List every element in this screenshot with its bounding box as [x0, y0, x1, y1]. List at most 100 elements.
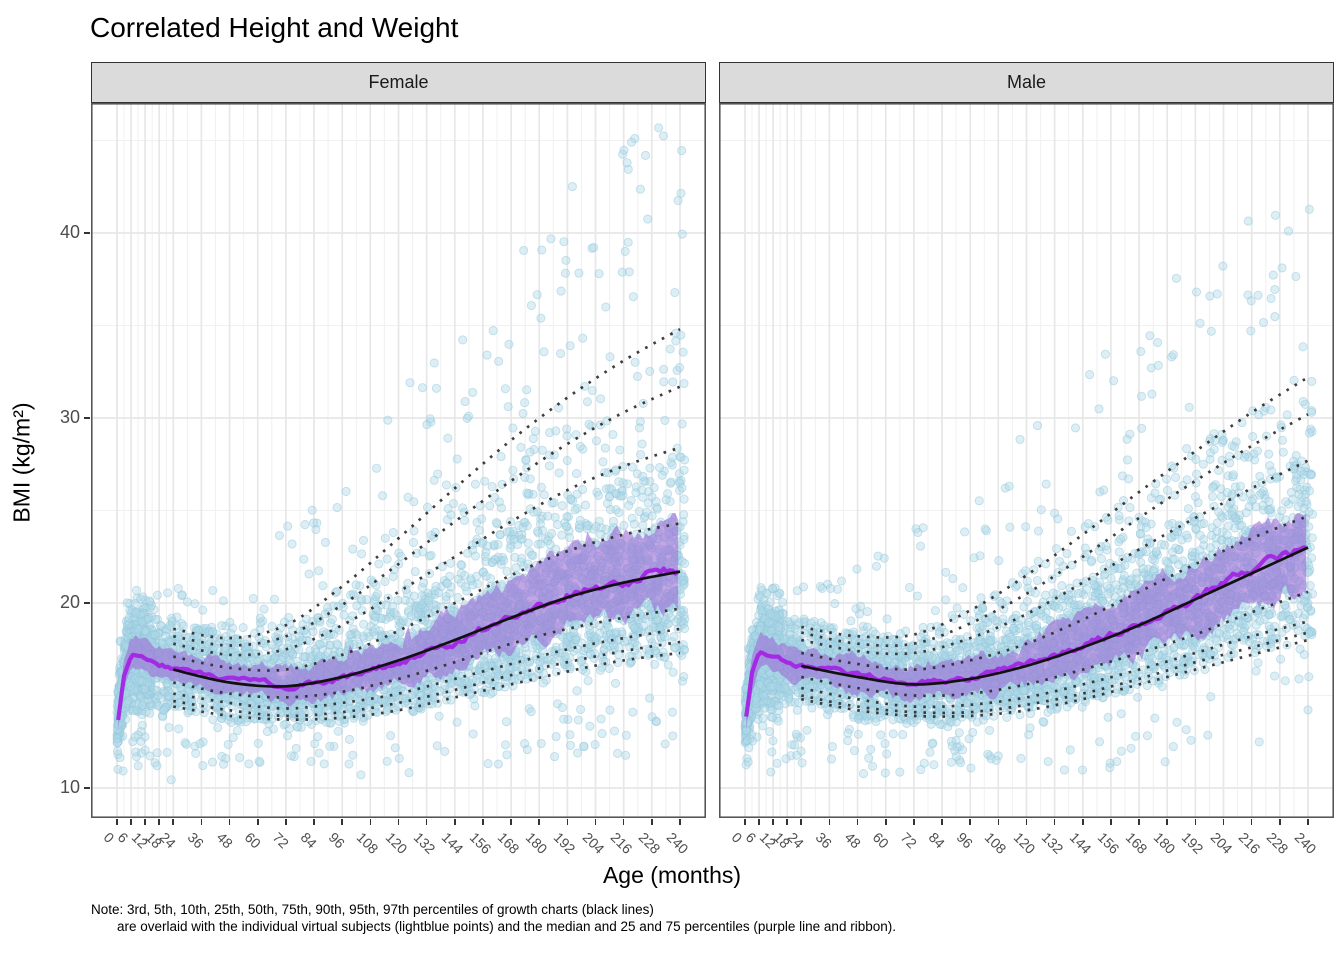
x-tick-mark: [1279, 818, 1281, 825]
x-tick-mark: [1025, 818, 1028, 825]
x-tick-label: 192: [551, 829, 579, 857]
x-tick-mark: [341, 818, 343, 825]
x-tick-label: 72: [897, 829, 920, 852]
x-tick-label: 216: [1235, 829, 1264, 857]
plot-area-male: [719, 103, 1334, 818]
x-tick-label: 24: [784, 829, 808, 852]
x-tick-label: 144: [1066, 829, 1095, 857]
x-tick-label: 156: [1094, 829, 1123, 857]
x-tick-label: 168: [1122, 829, 1151, 857]
x-tick-mark: [758, 818, 760, 825]
x-tick-label: 120: [1010, 829, 1039, 857]
x-tick-mark: [913, 818, 915, 825]
facet-strip-male-label: Male: [1006, 72, 1046, 92]
y-tick-label: 40: [59, 222, 80, 242]
y-tick-mark: [84, 602, 90, 604]
x-tick-label: 216: [607, 829, 636, 857]
x-tick-label: 72: [269, 829, 292, 852]
x-tick-label: 60: [869, 829, 892, 852]
y-tick-label: 30: [59, 407, 80, 427]
y-tick-label: 10: [59, 777, 80, 797]
caption-note: Note: 3rd, 5th, 10th, 25th, 50th, 75th, …: [91, 901, 896, 935]
x-tick-label: 36: [185, 829, 208, 852]
x-tick-mark: [453, 818, 456, 825]
x-tick-label: 204: [579, 829, 608, 857]
x-tick-label: 180: [522, 829, 551, 857]
facet-strip-female: Female: [91, 62, 706, 103]
x-tick-mark: [116, 818, 118, 825]
x-tick-label: 60: [241, 829, 264, 852]
x-tick-mark: [425, 818, 428, 825]
facet-strip-male: Male: [719, 62, 1334, 103]
caption-note-line1: Note: 3rd, 5th, 10th, 25th, 50th, 75th, …: [91, 902, 654, 917]
x-tick-mark: [1053, 818, 1056, 825]
x-tick-mark: [285, 818, 287, 825]
x-tick-mark: [538, 818, 541, 825]
x-tick-mark: [828, 818, 831, 825]
x-tick-mark: [172, 818, 175, 825]
plot-title: Correlated Height and Weight: [90, 12, 459, 43]
x-tick-label: 0: [728, 829, 746, 846]
x-tick-mark: [679, 818, 681, 825]
x-tick-mark: [800, 818, 803, 825]
x-tick-mark: [997, 818, 1000, 825]
x-tick-mark: [786, 818, 789, 825]
panel-male: [719, 103, 1334, 818]
x-tick-mark: [158, 818, 161, 825]
x-tick-label: 6: [114, 829, 132, 846]
x-tick-mark: [1166, 818, 1169, 825]
y-tick-mark: [84, 232, 90, 234]
x-tick-mark: [1081, 818, 1084, 825]
x-tick-label: 6: [742, 829, 760, 846]
x-tick-label: 36: [813, 829, 836, 852]
plot-area-female: [91, 103, 706, 818]
x-tick-label: 204: [1207, 829, 1236, 857]
x-tick-label: 228: [1263, 829, 1292, 857]
x-tick-mark: [884, 818, 887, 825]
x-tick-label: 0: [100, 829, 118, 846]
x-tick-mark: [622, 818, 625, 825]
x-tick-mark: [594, 818, 597, 825]
y-axis-title: BMI (kg/m²): [8, 402, 35, 523]
x-tick-mark: [651, 818, 653, 825]
x-tick-label: 24: [156, 829, 180, 852]
x-tick-label: 96: [953, 829, 977, 852]
x-tick-label: 240: [1291, 829, 1320, 857]
panel-female: [91, 103, 706, 818]
x-tick-label: 84: [925, 829, 949, 852]
x-tick-mark: [228, 818, 231, 825]
x-tick-mark: [1250, 818, 1253, 825]
x-tick-label: 84: [297, 829, 321, 852]
x-tick-mark: [313, 818, 315, 825]
x-tick-label: 132: [410, 829, 439, 857]
x-tick-mark: [566, 818, 569, 825]
x-tick-label: 228: [635, 829, 664, 857]
x-tick-label: 120: [382, 829, 411, 857]
x-tick-label: 48: [841, 829, 864, 852]
x-tick-label: 108: [981, 829, 1010, 857]
x-tick-mark: [200, 818, 203, 825]
x-tick-mark: [1138, 818, 1140, 825]
x-tick-mark: [969, 818, 971, 825]
x-tick-mark: [397, 818, 400, 825]
y-tick-label: 20: [59, 592, 80, 612]
x-tick-label: 156: [466, 829, 495, 857]
x-tick-mark: [744, 818, 746, 825]
caption-note-line2: are overlaid with the individual virtual…: [117, 919, 896, 934]
x-tick-mark: [772, 818, 774, 825]
x-tick-label: 132: [1038, 829, 1067, 857]
x-tick-mark: [1110, 818, 1112, 825]
x-tick-mark: [510, 818, 512, 825]
x-tick-label: 108: [353, 829, 382, 857]
x-tick-mark: [1194, 818, 1197, 825]
x-tick-label: 168: [494, 829, 523, 857]
x-tick-mark: [256, 818, 259, 825]
x-tick-label: 180: [1150, 829, 1179, 857]
x-tick-label: 48: [213, 829, 236, 852]
x-tick-mark: [130, 818, 132, 825]
x-tick-label: 144: [438, 829, 467, 857]
x-tick-mark: [941, 818, 943, 825]
x-tick-mark: [482, 818, 484, 825]
x-tick-mark: [144, 818, 146, 825]
